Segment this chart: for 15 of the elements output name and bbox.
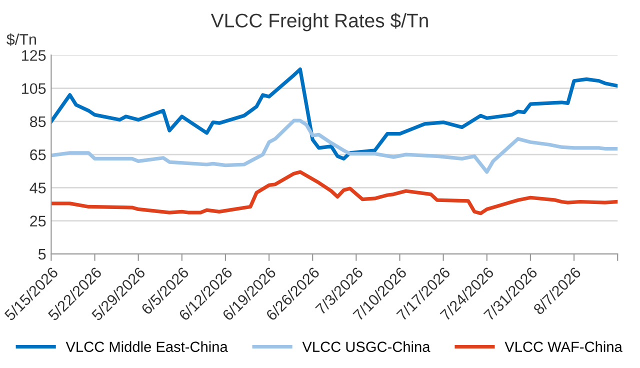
- y-tick-label: 105: [22, 83, 46, 94]
- legend-label: VLCC WAF-China: [504, 341, 622, 352]
- y-tick-label: 5: [38, 248, 46, 260]
- y-tick-label: 65: [30, 149, 46, 160]
- legend-label: VLCC USGC-China: [302, 341, 430, 352]
- y-tick-label: 45: [30, 182, 46, 194]
- line-series: [51, 118, 618, 174]
- line-series: [51, 67, 618, 161]
- y-axis-title: $/Tn: [6, 33, 36, 46]
- chart-title: VLCC Freight Rates $/Tn: [210, 12, 428, 32]
- y-tick-label: 125: [22, 50, 46, 61]
- y-tick-label: 25: [30, 216, 46, 226]
- y-tick-label: 85: [30, 116, 46, 128]
- line-series: [51, 170, 618, 216]
- legend-label: VLCC Middle East-China: [66, 341, 228, 352]
